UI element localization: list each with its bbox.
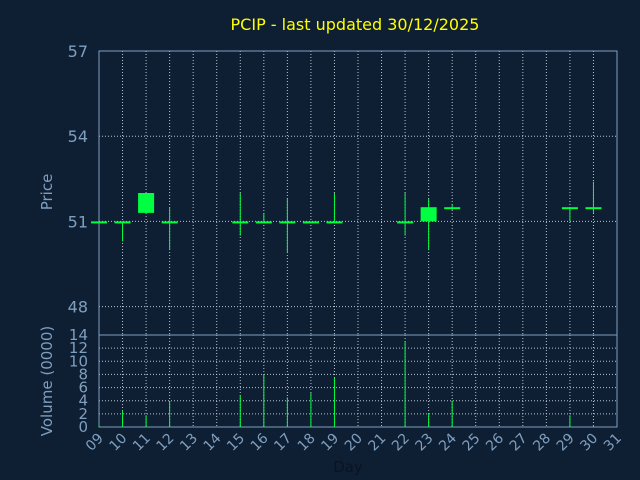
x-tick-label: 21 [365, 431, 389, 455]
x-tick-label: 14 [201, 430, 225, 454]
x-tick-label: 28 [530, 431, 554, 455]
x-tick-label: 20 [342, 431, 366, 455]
x-tick-label: 10 [106, 431, 130, 455]
candle-body [114, 221, 131, 224]
x-tick-label: 13 [177, 431, 201, 455]
x-tick-label: 19 [318, 431, 342, 455]
volume-plot-frame [98, 334, 618, 428]
candle-body [561, 207, 578, 210]
volume-tick-label: 0 [78, 418, 88, 436]
price-tick-label: 57 [68, 42, 88, 61]
candle-body [397, 221, 414, 224]
x-tick-label: 16 [248, 430, 272, 454]
candle-body [585, 207, 602, 210]
price-panel: 48 51 54 57 [68, 42, 618, 336]
candle-body [326, 221, 343, 224]
volume-tick-label: 4 [78, 392, 88, 410]
x-tick-label: 27 [507, 431, 531, 455]
x-tick-label: 11 [130, 431, 154, 455]
volume-tick-label: 8 [78, 365, 88, 383]
candle-body [420, 207, 437, 222]
x-tick-label: 15 [224, 431, 248, 455]
candle-body [161, 221, 178, 224]
x-tick-label: 18 [295, 431, 319, 455]
volume-tick-label: 10 [69, 352, 88, 370]
candle-body [302, 221, 319, 224]
x-tick-label: 25 [460, 431, 484, 455]
x-tick-label: 29 [554, 431, 578, 455]
candle-body [255, 221, 272, 224]
volume-axis-label: Volume (0000) [38, 326, 56, 436]
x-tick-label: 23 [413, 431, 437, 455]
x-tick-label: 30 [577, 431, 601, 455]
volume-tick-label: 12 [69, 339, 88, 357]
price-axis-label: Price [38, 174, 56, 211]
volume-tick-label: 2 [78, 405, 88, 423]
x-axis-label: Day [333, 458, 363, 476]
x-tick-label: 24 [436, 430, 460, 454]
x-tick-label: 31 [601, 431, 625, 455]
x-tick-label: 12 [154, 431, 178, 455]
x-tick-label: 26 [483, 430, 507, 454]
price-tick-label: 51 [68, 212, 88, 231]
volume-tick-label: 14 [69, 326, 88, 344]
candle-body [232, 221, 249, 224]
candle-body [91, 221, 107, 224]
price-tick-label: 54 [68, 127, 88, 146]
price-tick-label: 48 [68, 298, 88, 317]
chart-title: PCIP - last updated 30/12/2025 [231, 15, 480, 34]
candle-body [279, 221, 296, 224]
x-tick-label: 17 [271, 431, 295, 455]
candle-body [138, 193, 155, 213]
candle-body [444, 207, 461, 210]
volume-tick-label: 6 [78, 379, 88, 397]
x-tick-label: 22 [389, 431, 413, 455]
